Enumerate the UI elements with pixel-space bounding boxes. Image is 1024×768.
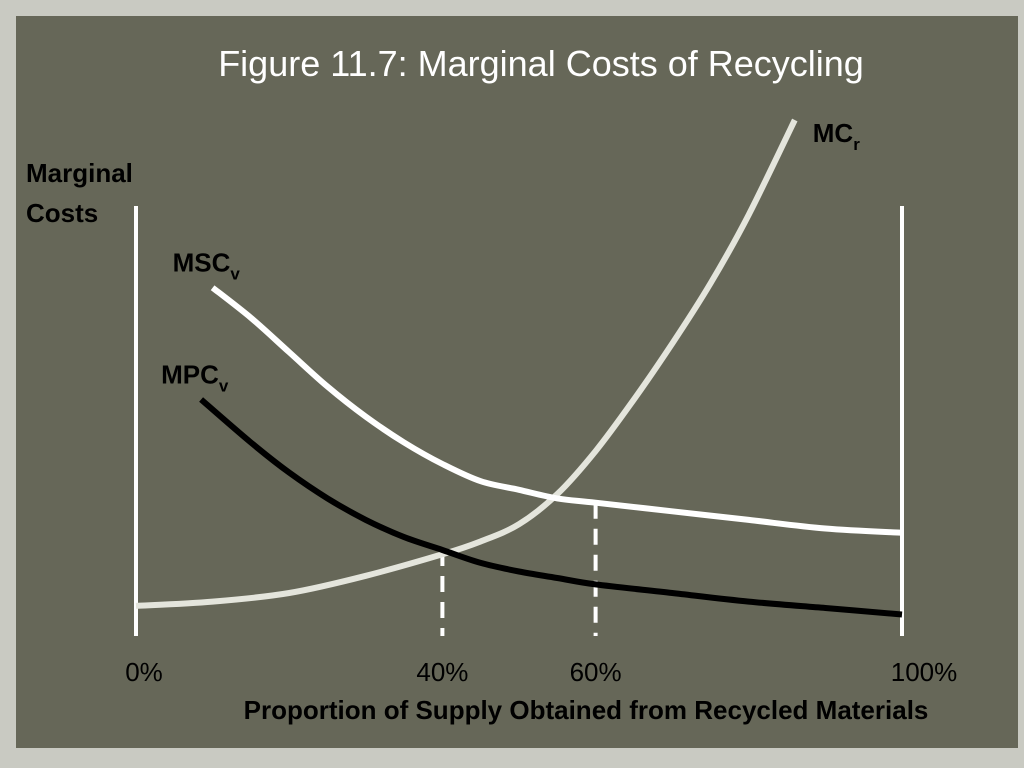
x-tick-label: 0% [125,657,163,687]
series-line-mcr [135,118,798,609]
x-tick-label: 100% [891,657,958,687]
chart: Figure 11.7: Marginal Costs of Recycling… [26,43,957,725]
x-axis-label: Proportion of Supply Obtained from Recyc… [244,695,929,725]
y-axis-label-line2: Costs [26,198,98,228]
x-tick-label: 60% [570,657,622,687]
y-axis-label-line1: Marginal [26,158,133,188]
series-line-mscv [210,285,903,536]
chart-title: Figure 11.7: Marginal Costs of Recycling [218,43,864,84]
series-lines [135,118,903,618]
series-line-mpcv [199,397,903,618]
series-label-mpcv: MPCv [161,360,229,396]
series-labels: MCr MSCv MPCv [161,118,860,396]
x-tick-labels: 0% 40% 60% 100% [125,657,957,687]
reference-lines [440,502,598,636]
series-label-mcr: MCr [813,118,860,154]
series-label-mscv: MSCv [173,248,241,284]
x-tick-label: 40% [416,657,468,687]
